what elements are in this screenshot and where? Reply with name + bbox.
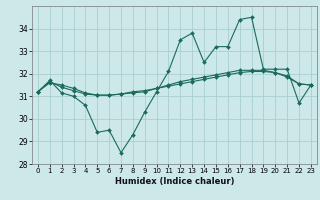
X-axis label: Humidex (Indice chaleur): Humidex (Indice chaleur) — [115, 177, 234, 186]
